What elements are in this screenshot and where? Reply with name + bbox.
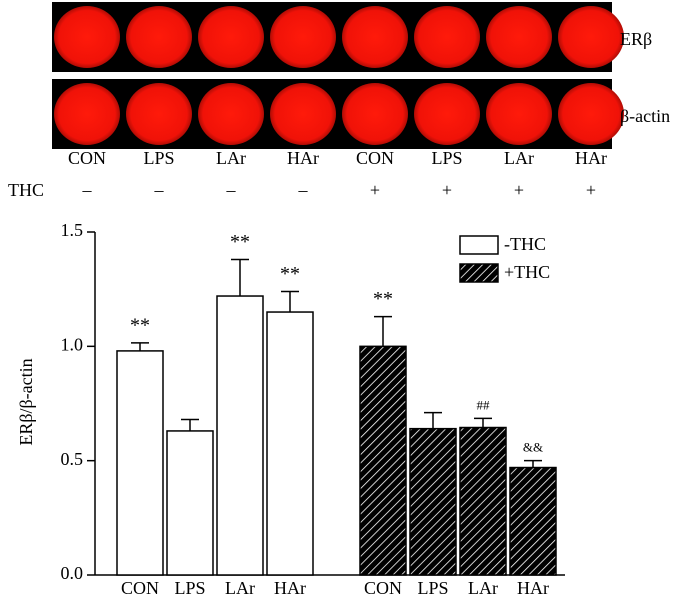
blot-spot <box>414 83 480 145</box>
x-tick-label: CON <box>121 578 159 598</box>
x-tick-label: LAr <box>468 578 498 598</box>
legend-label: -THC <box>504 234 546 254</box>
blot-spot <box>270 6 336 68</box>
error-bar <box>474 417 492 428</box>
blot-row-label: β-actin <box>620 106 670 126</box>
blot-spot <box>270 83 336 145</box>
lane-label: CON <box>356 148 394 168</box>
blot-spot <box>414 6 480 68</box>
lane-label: LAr <box>504 148 534 168</box>
y-axis-label: ERβ/β-actin <box>16 358 36 445</box>
treatment-sign: + <box>586 180 596 200</box>
x-tick-label: HAr <box>517 578 549 598</box>
blot-spot <box>126 83 192 145</box>
lane-label: HAr <box>287 148 319 168</box>
significance-label: ** <box>130 314 150 336</box>
significance-label: ** <box>230 231 250 253</box>
treatment-sign: + <box>370 180 380 200</box>
bar <box>359 345 407 576</box>
lane-label: LAr <box>216 148 246 168</box>
x-tick-label: LPS <box>417 578 448 598</box>
error-bar <box>131 342 149 351</box>
treatment-sign: – <box>226 180 237 200</box>
error-bar <box>231 258 249 297</box>
bar <box>216 295 264 576</box>
treatment-sign: – <box>82 180 93 200</box>
y-tick-label: 1.0 <box>61 334 84 354</box>
significance-label: ** <box>373 288 393 310</box>
treatment-sign: + <box>442 180 452 200</box>
treatment-sign: – <box>154 180 165 200</box>
blot-spot <box>558 6 624 68</box>
blot-spot <box>126 6 192 68</box>
blot-spot <box>342 83 408 145</box>
legend-label: +THC <box>504 262 550 282</box>
legend-swatch <box>459 263 499 283</box>
y-tick-label: 1.5 <box>61 220 84 240</box>
legend-swatch <box>459 235 499 255</box>
blot-spot <box>486 6 552 68</box>
blot-spot <box>486 83 552 145</box>
bar <box>266 311 314 576</box>
blot-spot <box>54 83 120 145</box>
bar <box>509 466 557 576</box>
significance-label: ** <box>280 263 300 285</box>
error-bar <box>181 418 199 431</box>
x-tick-label: CON <box>364 578 402 598</box>
error-bar <box>524 459 542 468</box>
x-tick-label: LAr <box>225 578 255 598</box>
x-tick-label: HAr <box>274 578 306 598</box>
error-bar <box>424 411 442 429</box>
bar <box>166 430 214 576</box>
significance-label: && <box>523 440 543 455</box>
treatment-sign: + <box>514 180 524 200</box>
lane-label: LPS <box>431 148 462 168</box>
x-tick-label: LPS <box>174 578 205 598</box>
treatment-label: THC <box>8 180 44 200</box>
blot-spot <box>198 83 264 145</box>
y-tick-label: 0.5 <box>61 449 84 469</box>
blot-spot <box>198 6 264 68</box>
y-tick-label: 0.0 <box>61 563 84 583</box>
significance-label: ## <box>477 397 491 412</box>
lane-label: HAr <box>575 148 607 168</box>
bar <box>459 426 507 576</box>
bar <box>409 427 457 576</box>
blot-spot <box>54 6 120 68</box>
blot-spot <box>342 6 408 68</box>
error-bar <box>281 290 299 313</box>
error-bar <box>374 315 392 347</box>
treatment-sign: – <box>298 180 309 200</box>
blot-spot <box>558 83 624 145</box>
blot-row-label: ERβ <box>620 29 652 49</box>
lane-label: CON <box>68 148 106 168</box>
lane-label: LPS <box>143 148 174 168</box>
bar <box>116 350 164 576</box>
